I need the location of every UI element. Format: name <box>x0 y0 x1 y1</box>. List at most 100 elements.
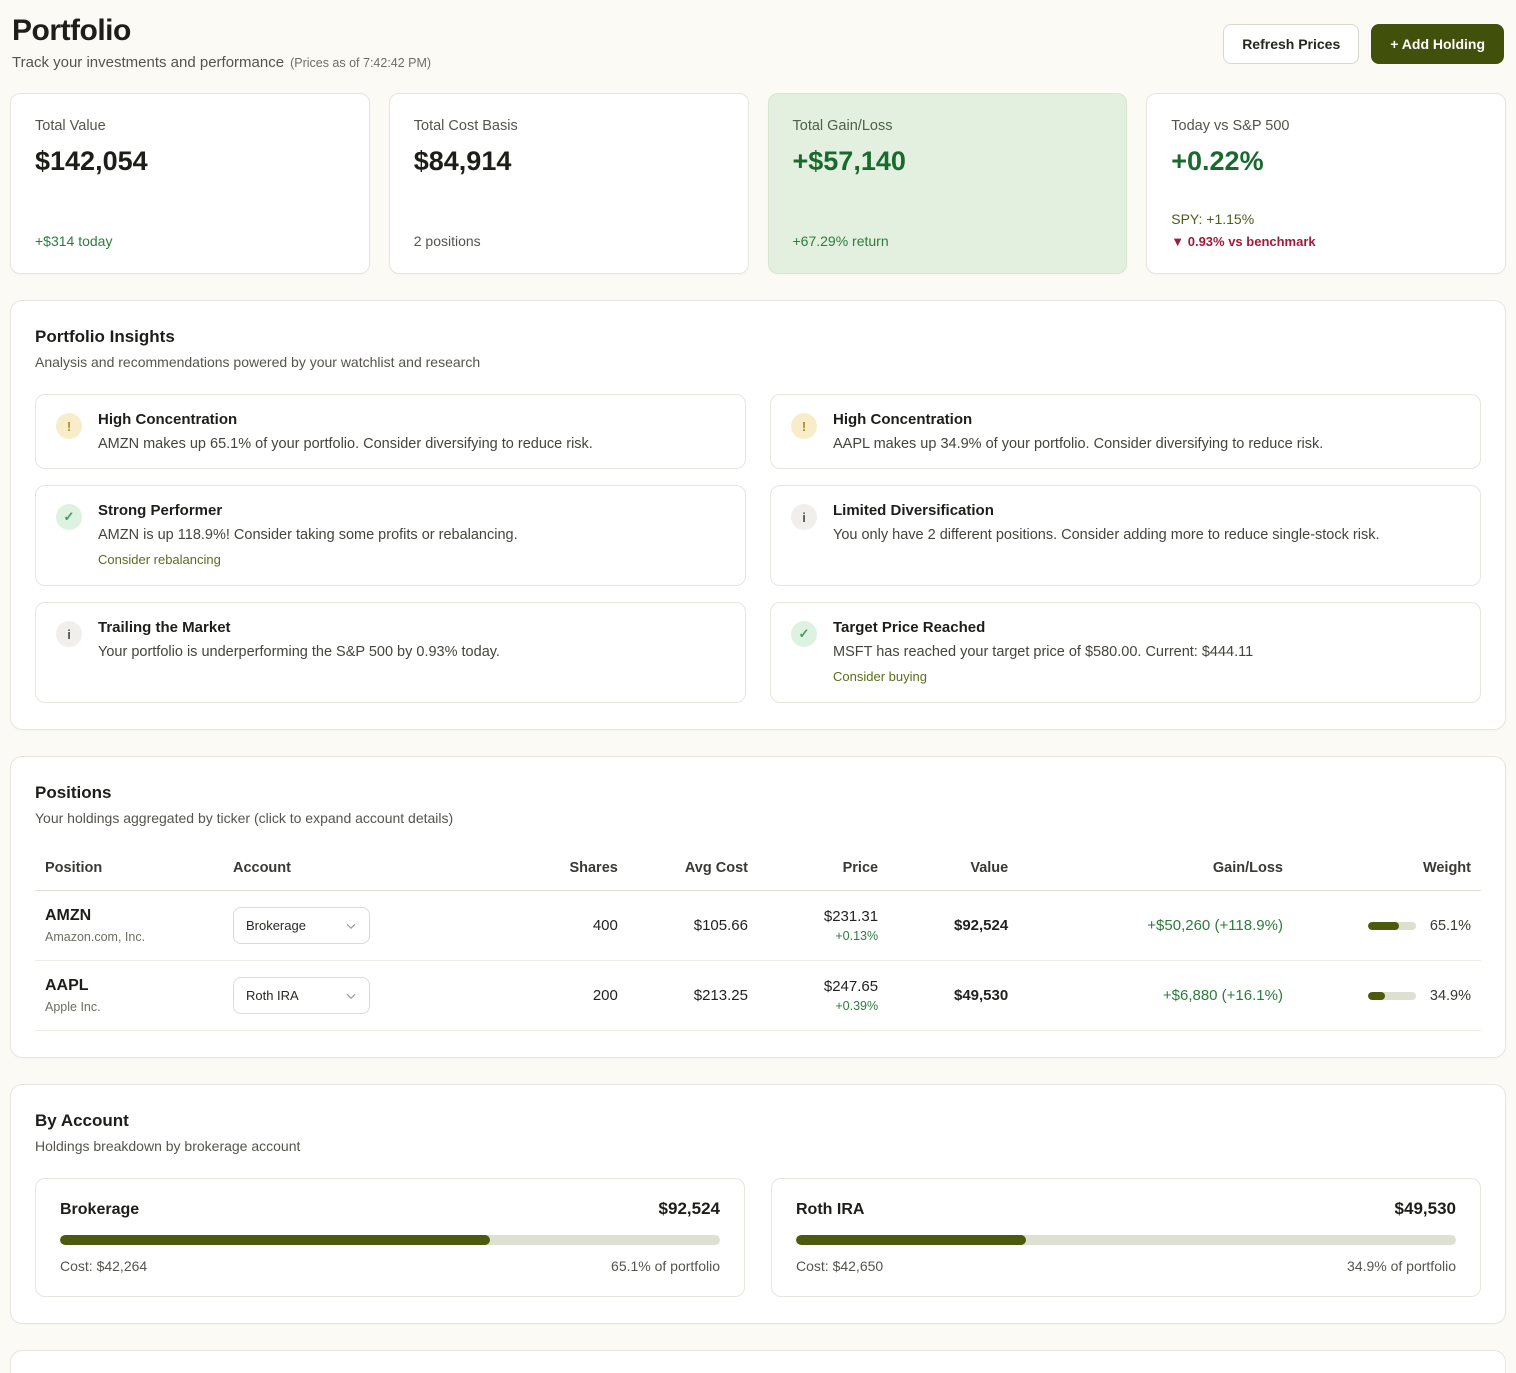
insight-card-target-price-reached: ✓ Target Price Reached MSFT has reached … <box>770 602 1481 703</box>
price-change: +0.39% <box>835 999 879 1013</box>
stat-subtext: 2 positions <box>413 233 481 249</box>
portfolio-insights-section: Portfolio Insights Analysis and recommen… <box>10 300 1506 730</box>
insights-title: Portfolio Insights <box>35 327 175 346</box>
weight-bar <box>1368 991 1416 1000</box>
account-card-brokerage: Brokerage $92,524 Cost: $42,264 65.1% of… <box>35 1178 745 1297</box>
account-value: $92,524 <box>658 1199 720 1218</box>
insight-card-limited-diversification: i Limited Diversification You only have … <box>770 485 1481 586</box>
account-cost: Cost: $42,650 <box>796 1258 884 1274</box>
insight-description: AAPL makes up 34.9% of your portfolio. C… <box>833 436 1324 452</box>
stat-label: Total Gain/Loss <box>792 118 893 134</box>
price-change: +0.13% <box>835 929 879 943</box>
next-section-partial-card <box>10 1350 1506 1373</box>
account-name: Brokerage <box>60 1201 140 1218</box>
insight-card-high-concentration-amzn: ! High Concentration AMZN makes up 65.1%… <box>35 394 746 469</box>
value-cell: $92,524 <box>888 890 1019 961</box>
price-value: $247.65 <box>823 978 879 995</box>
insight-card-trailing-market: i Trailing the Market Your portfolio is … <box>35 602 746 703</box>
weight-percent: 34.9% <box>1429 987 1471 1004</box>
gain-loss-cell: +$6,880 (+16.1%) <box>1018 960 1293 1031</box>
stat-card-cost-basis: Total Cost Basis $84,914 2 positions <box>388 93 749 274</box>
account-select-value: Roth IRA <box>245 988 299 1003</box>
page-title: Portfolio <box>12 14 131 47</box>
warning-icon: ! <box>791 413 817 439</box>
by-account-subtitle: Holdings breakdown by brokerage account <box>35 1138 301 1154</box>
column-header-shares: Shares <box>512 848 628 891</box>
page-subtitle-text: Track your investments and performance <box>12 54 285 71</box>
spy-change-text: SPY: +1.15% <box>1171 211 1255 227</box>
insight-title: Trailing the Market <box>98 619 231 636</box>
column-header-gain-loss: Gain/Loss <box>1018 848 1293 891</box>
page-header: Portfolio Track your investments and per… <box>10 14 1506 71</box>
column-header-position: Position <box>35 848 223 891</box>
check-icon: ✓ <box>791 621 817 647</box>
insight-description: AMZN makes up 65.1% of your portfolio. C… <box>98 436 593 452</box>
insight-description: Your portfolio is underperforming the S&… <box>98 644 500 660</box>
shares-cell: 200 <box>512 960 628 1031</box>
account-card-roth-ira: Roth IRA $49,530 Cost: $42,650 34.9% of … <box>771 1178 1481 1297</box>
price-cell: $247.65 +0.39% <box>757 960 889 1031</box>
company-name: Apple Inc. <box>45 1000 101 1014</box>
stat-subtext: +67.29% return <box>792 233 889 249</box>
positions-section: Positions Your holdings aggregated by ti… <box>10 756 1506 1058</box>
price-cell: $231.31 +0.13% <box>757 890 889 961</box>
ticker: AMZN <box>45 907 92 924</box>
account-select[interactable]: Roth IRA <box>232 977 370 1014</box>
insight-description: MSFT has reached your target price of $5… <box>833 644 1254 660</box>
stat-label: Total Value <box>35 118 106 134</box>
column-header-account: Account <box>222 848 513 891</box>
add-holding-button[interactable]: + Add Holding <box>1371 24 1504 64</box>
insight-title: High Concentration <box>833 411 973 428</box>
column-header-avg-cost: Avg Cost <box>627 848 758 891</box>
ticker: AAPL <box>45 977 89 994</box>
gain-loss-cell: +$50,260 (+118.9%) <box>1018 890 1293 961</box>
insight-card-high-concentration-aapl: ! High Concentration AAPL makes up 34.9%… <box>770 394 1481 469</box>
avg-cost-cell: $105.66 <box>627 890 758 961</box>
benchmark-delta-text: ▼ 0.93% vs benchmark <box>1171 234 1316 249</box>
insights-subtitle: Analysis and recommendations powered by … <box>35 354 481 370</box>
stat-card-total-value: Total Value $142,054 +$314 today <box>10 93 370 274</box>
consider-buying-link[interactable]: Consider buying <box>833 669 927 684</box>
insight-title: Limited Diversification <box>833 502 994 519</box>
shares-cell: 400 <box>512 890 628 961</box>
price-value: $231.31 <box>823 908 879 925</box>
account-select[interactable]: Brokerage <box>232 907 370 944</box>
account-select-value: Brokerage <box>245 918 306 933</box>
position-row-amzn[interactable]: AMZN Amazon.com, Inc. Brokerage 400 $105… <box>35 890 1481 961</box>
account-allocation-bar <box>60 1235 720 1245</box>
weight-bar <box>1368 921 1416 930</box>
header-actions: Refresh Prices + Add Holding <box>1223 24 1504 64</box>
chevron-down-icon <box>345 920 357 932</box>
position-row-aapl[interactable]: AAPL Apple Inc. Roth IRA 200 $213.25 $24… <box>35 960 1481 1031</box>
stat-card-gain-loss: Total Gain/Loss +$57,140 +67.29% return <box>767 93 1128 274</box>
company-name: Amazon.com, Inc. <box>45 930 146 944</box>
account-portfolio-percent: 34.9% of portfolio <box>1347 1258 1456 1274</box>
positions-table: Position Account Shares Avg Cost Price V… <box>35 848 1481 1031</box>
stat-label: Today vs S&P 500 <box>1171 118 1290 134</box>
account-value: $49,530 <box>1394 1199 1456 1218</box>
weight-cell: 34.9% <box>1292 960 1481 1031</box>
weight-cell: 65.1% <box>1292 890 1481 961</box>
consider-rebalancing-link[interactable]: Consider rebalancing <box>98 552 221 567</box>
avg-cost-cell: $213.25 <box>627 960 758 1031</box>
account-name: Roth IRA <box>796 1201 865 1218</box>
page-subtitle: Track your investments and performance (P… <box>12 54 431 71</box>
refresh-prices-button[interactable]: Refresh Prices <box>1223 24 1360 64</box>
header-text: Portfolio Track your investments and per… <box>12 14 431 71</box>
account-cost: Cost: $42,264 <box>60 1258 148 1274</box>
by-account-section: By Account Holdings breakdown by brokera… <box>10 1084 1506 1324</box>
stat-value: $84,914 <box>413 146 512 176</box>
stat-value: +0.22% <box>1171 146 1264 176</box>
stat-card-vs-sp500: Today vs S&P 500 +0.22% SPY: +1.15% ▼ 0.… <box>1146 93 1506 274</box>
check-icon: ✓ <box>56 504 82 530</box>
chevron-down-icon <box>345 990 357 1002</box>
insight-description: AMZN is up 118.9%! Consider taking some … <box>98 527 518 543</box>
prices-timestamp: (Prices as of 7:42:42 PM) <box>290 56 432 70</box>
stat-subtext: +$314 today <box>35 233 113 249</box>
account-allocation-bar <box>796 1235 1456 1245</box>
stats-grid: Total Value $142,054 +$314 today Total C… <box>10 93 1506 274</box>
insight-title: Target Price Reached <box>833 619 986 636</box>
positions-header-row: Position Account Shares Avg Cost Price V… <box>35 848 1481 891</box>
warning-icon: ! <box>56 413 82 439</box>
insight-description: You only have 2 different positions. Con… <box>833 527 1380 543</box>
